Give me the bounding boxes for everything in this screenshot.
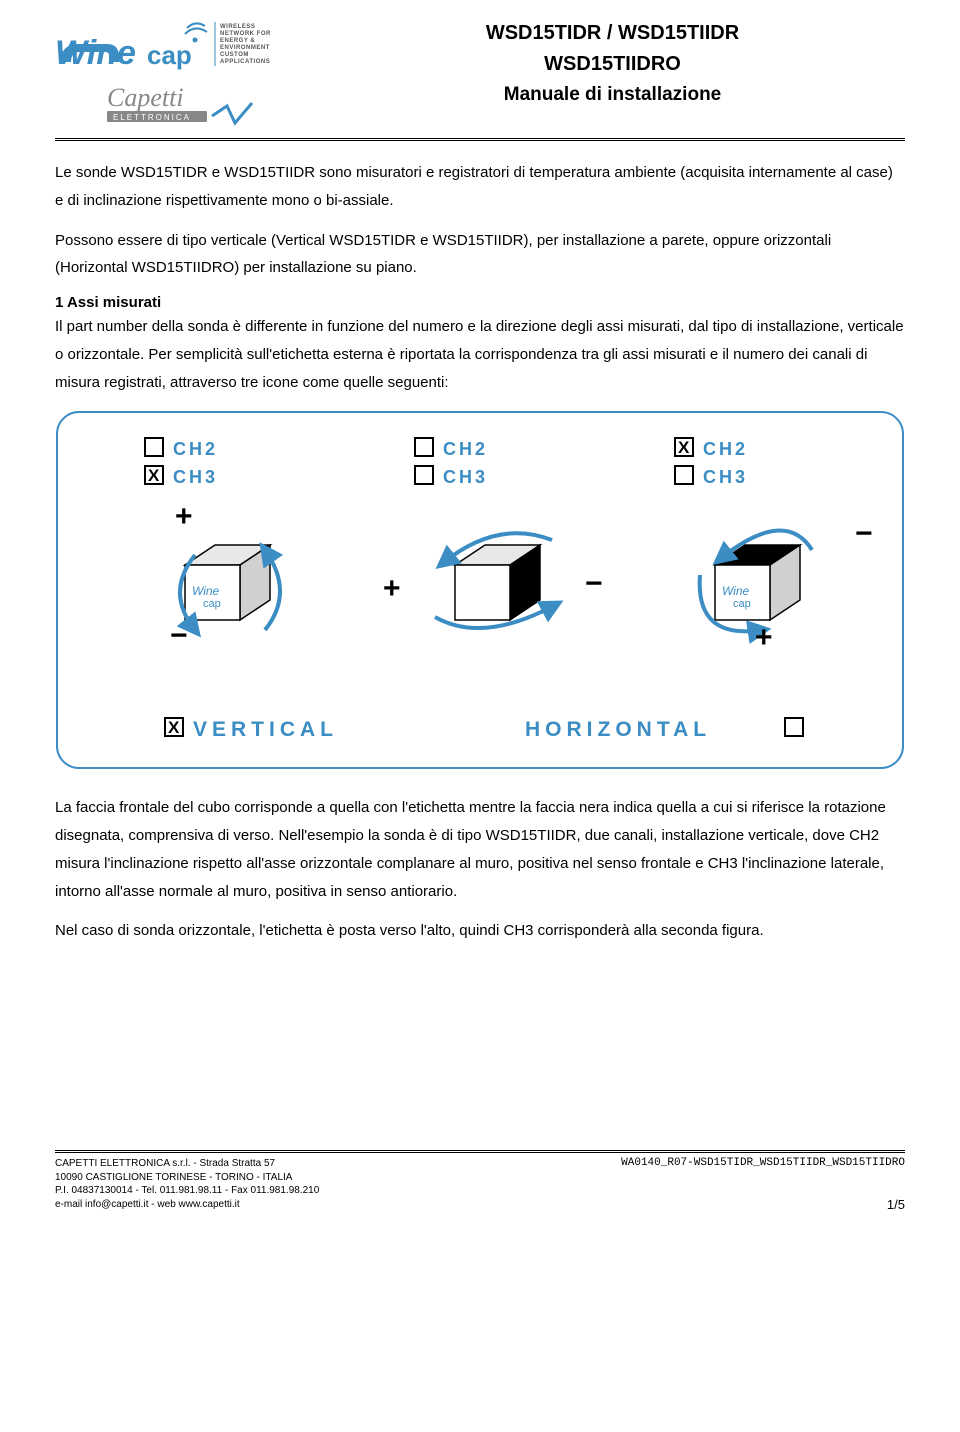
company-logos: Wine cap WIRELESS NETWORK FOR ENERGY & E… [55,20,300,134]
header-divider [55,138,905,141]
intro-paragraph-2: Possono essere di tipo verticale (Vertic… [55,227,905,283]
section-1-paragraph: Il part number della sonda è differente … [55,313,905,396]
doc-title-2: WSD15TIIDRO [320,53,905,76]
footer-doc-id: WA0140_R07-WSD15TIDR_WSD15TIIDR_WSD15TII… [621,1157,905,1169]
svg-text:X: X [678,438,690,457]
page-number: 1/5 [621,1197,905,1212]
footer-divider [55,1150,905,1153]
svg-text:X: X [148,466,160,485]
svg-text:CUSTOM: CUSTOM [220,52,249,58]
svg-text:cap: cap [147,40,192,70]
svg-text:HORIZONTAL: HORIZONTAL [525,718,711,741]
svg-text:CH2: CH2 [173,439,218,459]
explanation-paragraph-2: Nel caso di sonda orizzontale, l'etichet… [55,917,905,945]
svg-text:Wine: Wine [55,34,136,72]
explanation-paragraph-1: La faccia frontale del cubo corrisponde … [55,794,905,905]
svg-text:NETWORK FOR: NETWORK FOR [220,31,271,37]
svg-text:WIRELESS: WIRELESS [220,24,255,30]
svg-text:CH3: CH3 [173,467,218,487]
svg-text:+: + [175,500,193,533]
svg-text:Wine: Wine [192,584,220,598]
svg-text:Wine: Wine [722,584,750,598]
svg-text:ENERGY &: ENERGY & [220,38,255,44]
svg-text:X: X [168,718,180,737]
svg-text:VERTICAL: VERTICAL [193,718,338,741]
svg-text:ENVIRONMENT: ENVIRONMENT [220,45,270,51]
svg-text:cap: cap [733,598,751,610]
svg-text:−: − [855,517,873,550]
svg-text:ELETTRONICA: ELETTRONICA [113,113,191,122]
svg-text:CH2: CH2 [703,439,748,459]
svg-text:cap: cap [203,598,221,610]
svg-text:CH3: CH3 [703,467,748,487]
svg-text:−: − [585,567,603,600]
axes-diagram: CH2XCH3Winecap+−CH2CH3+−XCH2CH3Winecap+−… [55,410,905,774]
svg-text:APPLICATIONS: APPLICATIONS [220,59,270,65]
svg-text:CH2: CH2 [443,439,488,459]
doc-title-1: WSD15TIDR / WSD15TIIDR [320,22,905,45]
section-1-heading: 1 Assi misurati [55,294,905,311]
intro-paragraph-1: Le sonde WSD15TIDR e WSD15TIIDR sono mis… [55,159,905,215]
svg-text:−: − [170,619,188,652]
svg-text:+: + [383,572,401,605]
footer-company-info: CAPETTI ELETTRONICA s.r.l. - Strada Stra… [55,1157,319,1211]
svg-text:CH3: CH3 [443,467,488,487]
svg-text:Capetti: Capetti [107,83,184,112]
svg-text:+: + [755,621,773,654]
doc-title-3: Manuale di installazione [320,84,905,106]
